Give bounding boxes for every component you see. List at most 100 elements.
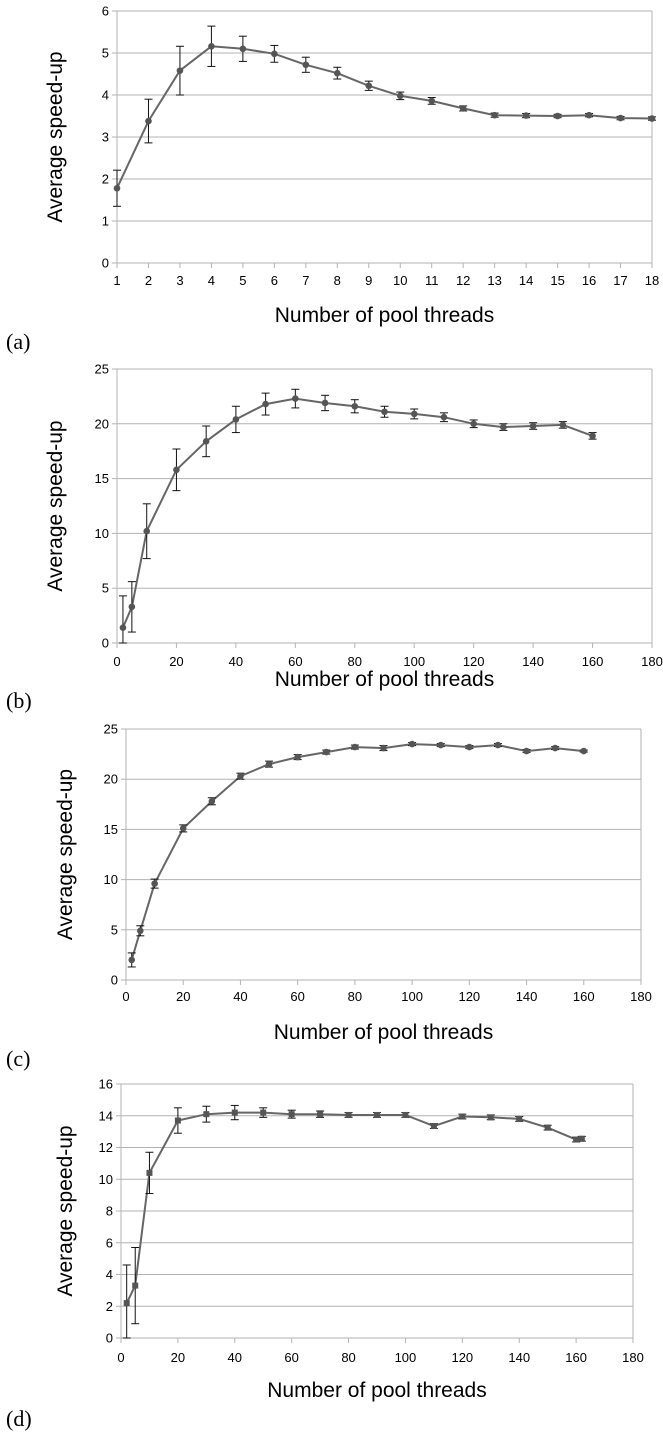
data-point [589,432,596,440]
x-tick-label: 9 [365,273,372,288]
data-point [292,395,299,402]
data-point [440,413,448,421]
data-point [617,114,624,122]
data-point [408,740,416,748]
y-tick-label: 15 [104,822,118,837]
data-point [551,744,559,752]
data-point [578,1135,585,1142]
data-point [128,603,136,611]
x-tick-label: 8 [334,273,341,288]
y-tick-label: 5 [111,922,118,937]
x-tick-label: 80 [348,654,362,669]
x-tick-label: 180 [622,1350,644,1365]
x-tick-label: 40 [228,1350,242,1365]
y-tick-label: 15 [95,471,109,486]
data-point [516,1115,523,1122]
y-tick-label: 0 [102,636,109,651]
data-point [123,1300,130,1307]
data-point [380,744,387,752]
y-tick-label: 20 [104,772,118,787]
y-tick-label: 0 [111,973,118,988]
data-point [544,1124,551,1131]
data-point [396,92,404,100]
y-tick-label: 10 [99,1172,113,1187]
x-tick-label: 180 [630,989,652,1004]
x-tick-label: 18 [645,273,659,288]
y-tick-label: 0 [102,256,109,271]
data-point [333,69,341,77]
data-point [145,117,152,125]
y-axis-title: Average speed-up [54,769,77,940]
y-tick-label: 3 [102,130,109,145]
panel-label: (d) [6,1406,32,1431]
x-tick-label: 20 [171,1350,185,1365]
data-point [585,111,593,119]
x-axis-title: Number of pool threads [274,1021,493,1044]
data-point [494,741,502,749]
x-tick-label: 11 [425,273,439,288]
y-tick-label: 25 [104,722,118,737]
x-tick-label: 17 [613,273,627,288]
x-tick-label: 0 [117,1350,124,1365]
x-tick-label: 10 [393,273,407,288]
data-point [459,105,467,112]
y-tick-label: 4 [106,1267,113,1282]
data-point [470,420,477,428]
data-point [203,1111,210,1118]
data-point [179,825,187,832]
chart-panel-2: 0 5 10 15 20 25 0 20 40 60 80 100 120 140 160 180 Number… [6,722,652,1072]
data-point [351,743,359,751]
data-point [113,184,121,192]
data-point [262,400,269,408]
data-point [554,112,561,120]
x-tick-label: 120 [463,654,485,669]
x-axis-title: Number of pool threads [267,1379,486,1402]
data-point [119,624,127,631]
data-point [239,45,247,53]
x-axis-title: Number of pool threads [275,668,494,691]
y-tick-label: 10 [104,872,118,887]
data-point [151,880,158,887]
data-point [500,423,507,431]
y-tick-label: 20 [95,416,109,431]
y-tick-label: 1 [102,214,109,229]
x-tick-label: 13 [487,273,501,288]
data-point [466,743,473,751]
data-point [176,67,184,74]
x-tick-label: 80 [348,989,362,1004]
x-tick-label: 120 [458,989,480,1004]
data-point [208,42,215,50]
x-tick-label: 100 [401,989,423,1004]
data-point [345,1111,352,1118]
x-tick-label: 60 [284,1350,298,1365]
data-point [428,97,436,105]
data-point [437,741,445,749]
data-point [322,748,330,756]
x-tick-label: 0 [122,989,129,1004]
x-tick-label: 14 [519,273,533,288]
x-tick-label: 180 [641,654,663,669]
data-point [410,410,418,418]
x-tick-label: 40 [233,989,247,1004]
y-axis-title: Average speed-up [54,1125,77,1296]
y-tick-label: 5 [102,581,109,596]
data-point [559,421,567,429]
x-tick-label: 160 [573,989,595,1004]
x-tick-label: 16 [582,273,596,288]
y-tick-label: 6 [106,1235,113,1250]
x-tick-label: 12 [456,273,470,288]
y-tick-label: 12 [99,1140,113,1155]
data-point [265,760,273,768]
data-point [237,772,244,780]
panel-label: (c) [6,1046,30,1071]
x-tick-label: 3 [176,273,183,288]
x-tick-label: 100 [403,654,425,669]
y-tick-label: 4 [102,88,109,103]
data-point [374,1111,380,1118]
data-point [294,753,301,761]
series-line [116,45,653,189]
data-point [381,408,388,416]
data-point [231,1109,238,1116]
y-tick-label: 8 [106,1204,113,1219]
